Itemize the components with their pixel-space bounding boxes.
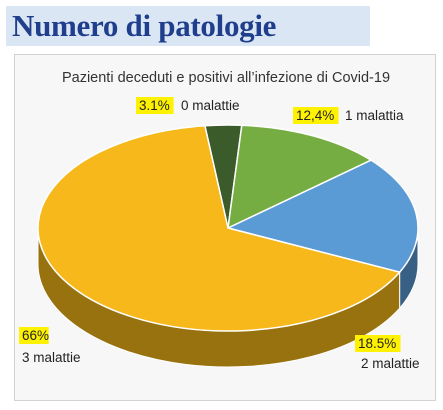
chart-title: Pazienti deceduti e positivi all’infezio… — [62, 70, 390, 86]
value-label-highlight-1 — [293, 107, 339, 124]
data-label-category-2: 2 malattie — [361, 356, 420, 371]
data-label-value-3: 66% — [22, 328, 49, 343]
data-label-category-0: 0 malattie — [181, 98, 240, 113]
data-label-value-0: 3.1% — [139, 98, 170, 113]
value-label-highlight-2 — [355, 335, 401, 352]
data-label-value-1: 12,4% — [296, 108, 334, 123]
value-label-highlight-3 — [19, 327, 49, 344]
data-label-value-2: 18.5% — [358, 336, 396, 351]
data-label-category-1: 1 malattia — [345, 108, 404, 123]
data-label-category-3: 3 malattie — [22, 350, 81, 365]
page-title: Numero di patologie — [12, 8, 277, 43]
pie-slice-2 — [225, 159, 419, 274]
title-band — [6, 6, 370, 46]
pie-slice-1 — [227, 124, 373, 230]
pie-slice-3 — [37, 124, 401, 332]
value-label-highlight-0 — [136, 97, 174, 114]
